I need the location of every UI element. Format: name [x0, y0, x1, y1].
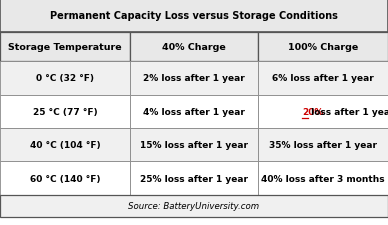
Text: Storage Temperature: Storage Temperature [8, 43, 122, 52]
Text: 4% loss after 1 year: 4% loss after 1 year [143, 107, 245, 116]
Text: 20%: 20% [302, 107, 323, 116]
Bar [130, 95, 258, 128]
Bar [0, 62, 130, 95]
Text: loss after 1 year: loss after 1 year [308, 107, 388, 116]
Bar [0, 33, 130, 62]
Text: Permanent Capacity Loss versus Storage Conditions: Permanent Capacity Loss versus Storage C… [50, 11, 338, 21]
Text: 0 °C (32 °F): 0 °C (32 °F) [36, 74, 94, 83]
Text: 25 °C (77 °F): 25 °C (77 °F) [33, 107, 97, 116]
Bar [258, 162, 388, 195]
Text: 40% Charge: 40% Charge [162, 43, 226, 52]
Bar [0, 128, 130, 162]
Text: 6% loss after 1 year: 6% loss after 1 year [272, 74, 374, 83]
Bar [258, 33, 388, 62]
Text: 100% Charge: 100% Charge [288, 43, 358, 52]
Bar [130, 162, 258, 195]
Text: 2% loss after 1 year: 2% loss after 1 year [143, 74, 245, 83]
Text: Source: BatteryUniversity.com: Source: BatteryUniversity.com [128, 202, 260, 210]
Bar [258, 128, 388, 162]
Bar [0, 95, 130, 128]
Bar [258, 62, 388, 95]
Text: 35% loss after 1 year: 35% loss after 1 year [269, 141, 377, 150]
Bar [0, 0, 388, 33]
Text: 40% loss after 3 months: 40% loss after 3 months [261, 174, 385, 183]
Bar [0, 162, 130, 195]
Bar [258, 95, 388, 128]
Text: 40 °C (104 °F): 40 °C (104 °F) [29, 141, 100, 150]
Bar [130, 62, 258, 95]
Bar [130, 128, 258, 162]
Text: 60 °C (140 °F): 60 °C (140 °F) [30, 174, 100, 183]
Text: 15% loss after 1 year: 15% loss after 1 year [140, 141, 248, 150]
Bar [130, 33, 258, 62]
Bar [0, 195, 388, 217]
Text: 25% loss after 1 year: 25% loss after 1 year [140, 174, 248, 183]
